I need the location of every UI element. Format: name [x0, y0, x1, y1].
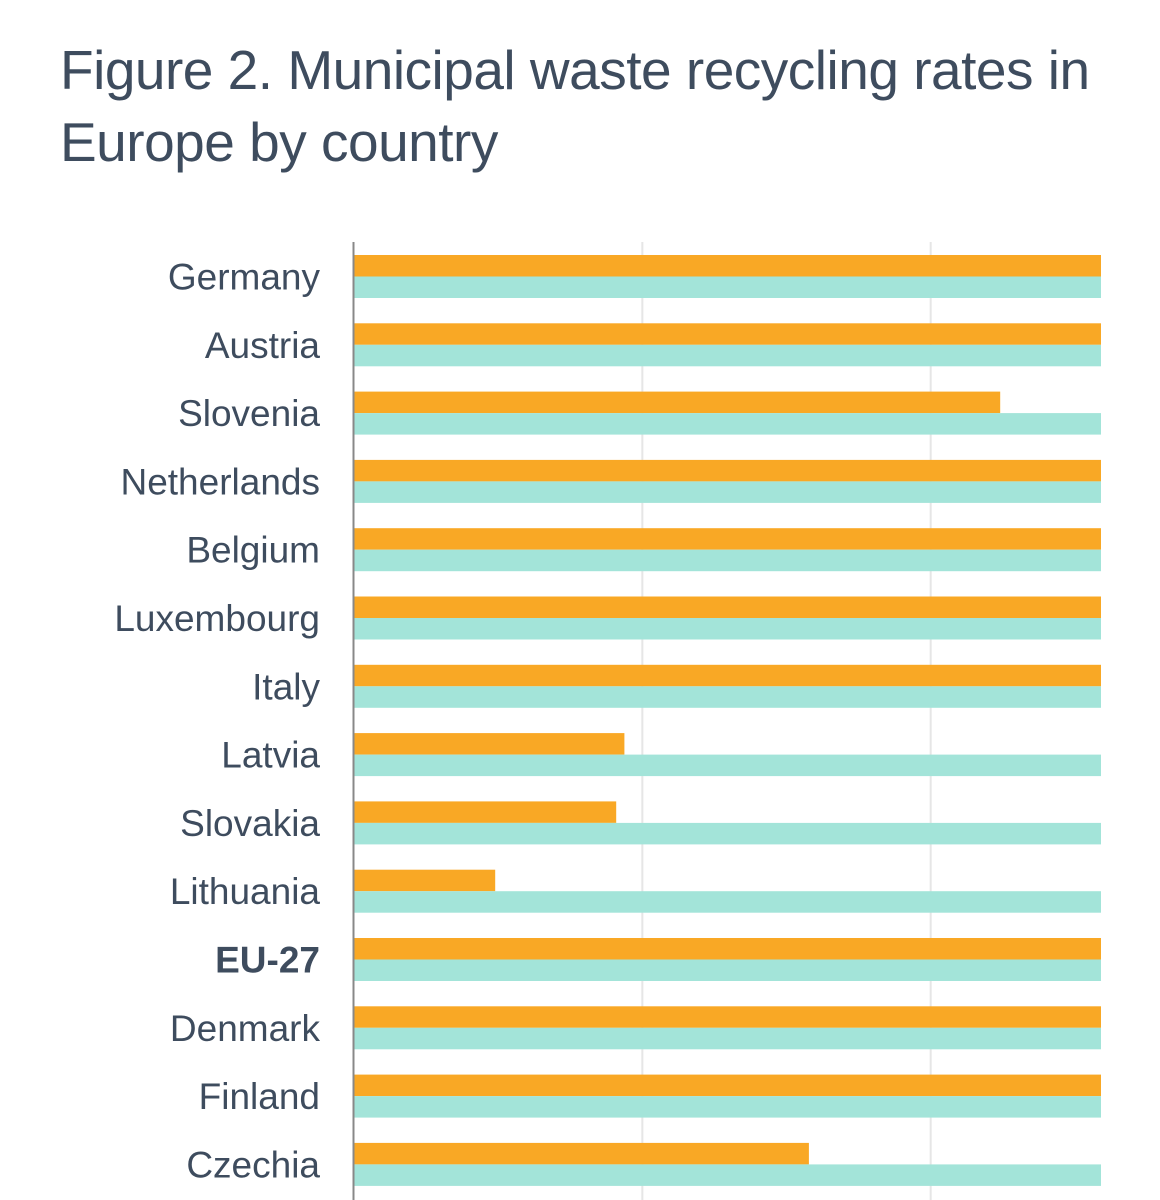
- bar-denmark-series-2: [354, 1027, 1101, 1050]
- bar-netherlands-series-2: [354, 481, 1101, 503]
- bar-austria-series-2: [354, 344, 1101, 367]
- gridlines: [641, 242, 932, 1200]
- category-label-czechia: Czechia: [186, 1144, 320, 1185]
- category-label-lithuania: Lithuania: [170, 871, 321, 912]
- bar-luxembourg-series-2: [354, 618, 1101, 640]
- bar-eu-27-series-2: [354, 959, 1101, 981]
- bars: [354, 255, 1101, 1186]
- category-label-latvia: Latvia: [221, 735, 320, 776]
- bar-czechia-series-2: [354, 1164, 1101, 1186]
- bar-lithuania-series-2: [354, 891, 1101, 913]
- bar-netherlands-series-1: [354, 459, 1101, 482]
- chart-title: Figure 2. Municipal waste recycling rate…: [60, 39, 1090, 173]
- bar-germany-series-1: [354, 255, 1101, 277]
- bar-denmark-series-1: [354, 1006, 1101, 1028]
- category-label-finland: Finland: [199, 1076, 320, 1117]
- bar-belgium-series-2: [354, 549, 1101, 572]
- bar-latvia-series-1: [354, 733, 625, 755]
- category-label-slovakia: Slovakia: [180, 803, 320, 844]
- bar-eu-27-series-1: [354, 938, 1101, 960]
- bar-slovakia-series-1: [354, 801, 617, 823]
- bar-austria-series-1: [354, 323, 1101, 345]
- category-label-luxembourg: Luxembourg: [114, 598, 320, 639]
- category-label-italy: Italy: [252, 666, 320, 707]
- bar-slovakia-series-2: [354, 822, 1101, 845]
- bar-finland-series-1: [354, 1074, 1101, 1097]
- category-label-denmark: Denmark: [170, 1008, 321, 1049]
- bar-slovenia-series-2: [354, 413, 1101, 435]
- category-label-eu-27: EU-27: [215, 940, 320, 981]
- bar-czechia-series-1: [354, 1142, 809, 1165]
- category-label-austria: Austria: [205, 325, 321, 366]
- bar-italy-series-2: [354, 686, 1101, 708]
- bar-slovenia-series-1: [354, 391, 1001, 414]
- category-label-netherlands: Netherlands: [120, 461, 320, 502]
- bar-latvia-series-2: [354, 754, 1101, 777]
- category-label-slovenia: Slovenia: [178, 393, 320, 434]
- bar-lithuania-series-1: [354, 869, 496, 892]
- bar-finland-series-2: [354, 1096, 1101, 1118]
- category-labels: Germany Austria Slovenia Netherlands Belgium…: [114, 257, 320, 1186]
- bar-luxembourg-series-1: [354, 596, 1101, 618]
- bar-italy-series-1: [354, 664, 1101, 687]
- bar-germany-series-2: [354, 276, 1101, 298]
- category-label-germany: Germany: [168, 257, 321, 298]
- category-label-belgium: Belgium: [186, 530, 320, 571]
- bar-belgium-series-1: [354, 528, 1101, 550]
